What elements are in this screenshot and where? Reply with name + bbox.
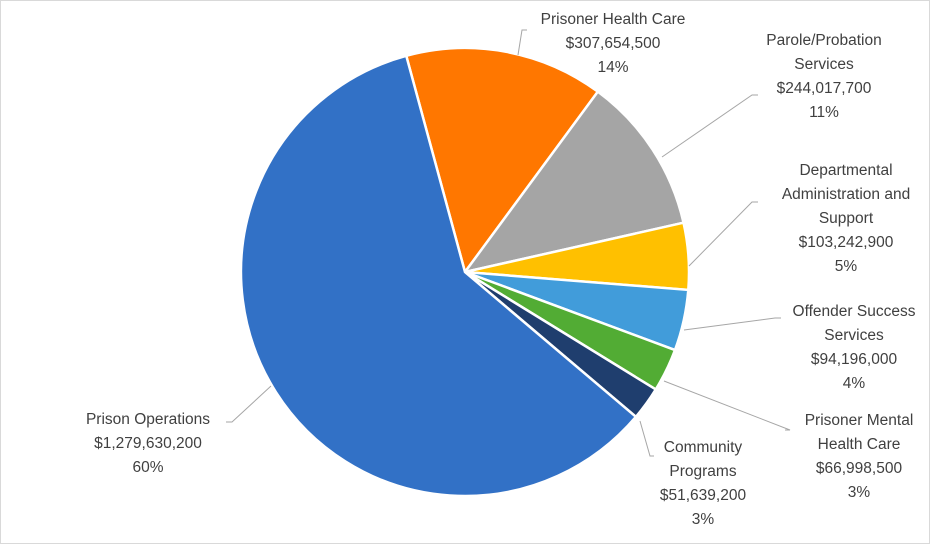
data-label-line: 4%	[843, 375, 866, 392]
data-label-line: 14%	[597, 59, 628, 76]
data-label: Prison Operations $1,279,630,200 60%	[86, 411, 210, 476]
leader-line	[639, 420, 654, 457]
data-label: Parole/Probation Services $244,017,700 11%	[766, 32, 881, 121]
leader-line	[688, 201, 758, 267]
data-label: Community Programs $51,639,200 3%	[660, 439, 747, 528]
data-label-line: 5%	[835, 258, 858, 275]
data-label-line: $307,654,500	[566, 35, 661, 52]
data-label-line: Services	[824, 327, 884, 344]
data-label-line: Prison Operations	[86, 411, 210, 428]
leader-line	[226, 385, 272, 423]
data-label-line: $66,998,500	[816, 460, 903, 477]
leader-line	[661, 94, 758, 158]
data-label-line: 11%	[809, 104, 839, 121]
leader-line	[683, 317, 781, 331]
leader-line	[517, 29, 527, 56]
data-label-line: 60%	[132, 459, 163, 476]
data-label-line: $1,279,630,200	[94, 435, 202, 452]
data-label: Departmental Administration and Support $10…	[782, 162, 910, 275]
leader-line	[663, 380, 791, 431]
data-label-line: $94,196,000	[811, 351, 898, 368]
data-label-line: Administration and	[782, 186, 910, 203]
pie-slice-prison-operations	[239, 54, 638, 498]
data-label: Prisoner Mental Health Care $66,998,500 3%	[805, 412, 914, 501]
data-label-line: Community	[664, 439, 743, 456]
data-label-line: 3%	[692, 511, 715, 528]
data-label-line: $103,242,900	[799, 234, 894, 251]
data-label-line: Support	[819, 210, 874, 227]
data-label-line: Programs	[669, 463, 736, 480]
data-label-line: $244,017,700	[777, 80, 872, 97]
data-label-line: Prisoner Mental	[805, 412, 914, 429]
pie-slices	[239, 46, 691, 498]
data-label-line: Departmental	[799, 162, 892, 179]
data-label-line: Prisoner Health Care	[541, 11, 686, 28]
data-label-line: $51,639,200	[660, 487, 747, 504]
data-label: Prisoner Health Care $307,654,500 14%	[541, 11, 686, 76]
data-label-line: 3%	[848, 484, 871, 501]
data-label-line: Parole/Probation	[766, 32, 881, 49]
data-label-line: Offender Success	[793, 303, 916, 320]
data-label-line: Health Care	[818, 436, 901, 453]
data-label-line: Services	[794, 56, 854, 73]
pie-slice-prisoner-health-care	[404, 46, 600, 275]
data-labels: Prisoner Health Care $307,654,500 14% Parol…	[86, 11, 916, 528]
leader-lines	[226, 29, 791, 457]
data-label: Offender Success Services $94,196,000 4%	[793, 303, 916, 392]
pie-slice-parole-probation-services	[462, 89, 686, 274]
